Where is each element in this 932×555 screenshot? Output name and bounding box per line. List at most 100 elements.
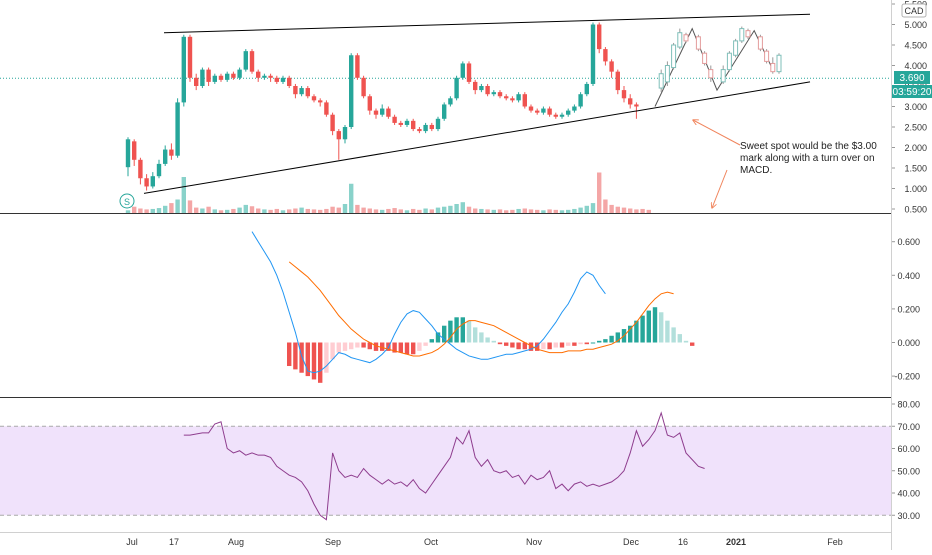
macd-tick-label: 0.600 — [897, 237, 920, 247]
macd-histogram-bar — [597, 340, 602, 343]
volume-bar — [138, 208, 143, 213]
candle-body — [187, 36, 193, 78]
candle-body — [324, 102, 329, 115]
time-tick-label: Feb — [827, 537, 843, 547]
candle-body — [628, 98, 633, 105]
volume-bar — [349, 183, 354, 213]
candle-body — [175, 102, 180, 156]
volume-bar — [516, 208, 521, 213]
candle-body — [553, 114, 558, 117]
macd-histogram-bar — [398, 342, 403, 353]
macd-histogram-bar — [584, 342, 589, 345]
candle-body — [249, 51, 255, 72]
volume-bar — [175, 199, 180, 213]
annotation-note[interactable]: Sweet spot would be the $3.00 mark along … — [693, 120, 877, 208]
rsi-tick-label: 60.00 — [897, 444, 920, 454]
candle-body — [603, 49, 608, 62]
macd-histogram-bar — [504, 342, 509, 346]
macd-histogram-bar — [485, 337, 490, 343]
candle-body — [262, 75, 267, 78]
volume-bar — [181, 177, 186, 213]
macd-histogram-bar — [615, 332, 620, 343]
price-tick-label: 0.500 — [904, 205, 927, 215]
candle-body — [342, 127, 348, 140]
volume-bar — [231, 208, 236, 213]
projection-candle-body — [708, 69, 714, 79]
projection-candle-body — [745, 30, 751, 38]
candle-body — [380, 108, 385, 115]
macd-histogram-bar — [404, 342, 410, 355]
candle-body — [417, 129, 422, 132]
candle-body — [138, 159, 143, 179]
macd-histogram-bar — [342, 342, 348, 351]
candle-body — [547, 108, 552, 115]
time-tick-label: Dec — [623, 537, 640, 547]
volume-bar — [187, 200, 193, 213]
price-tick-label: 5.000 — [904, 20, 927, 30]
projection-candle-body — [671, 44, 677, 69]
candle-body — [386, 108, 391, 117]
macd-histogram-bar — [665, 320, 670, 343]
candle-body — [615, 71, 620, 91]
volume-bar — [386, 208, 391, 213]
volume-bar — [398, 209, 403, 213]
macd-histogram-bar — [336, 342, 341, 353]
volume-bar — [163, 205, 168, 213]
triangle-upper-trendline — [163, 13, 811, 34]
macd-histogram-bar — [324, 342, 329, 373]
candle-body — [535, 110, 540, 113]
candle-body — [156, 163, 162, 177]
signal-line — [288, 261, 674, 357]
trendline-drawings[interactable] — [143, 13, 811, 194]
candle-body — [349, 55, 354, 127]
currency-label: CAD — [904, 6, 924, 16]
dividend-marker[interactable]: S — [119, 193, 135, 209]
macd-histogram-bar — [466, 320, 472, 343]
rsi-tick-label: 40.00 — [897, 489, 920, 499]
macd-histogram-bar — [460, 317, 465, 343]
macd-histogram-bar — [603, 339, 608, 343]
rsi-band-fill — [0, 426, 891, 516]
volume-bar — [615, 206, 620, 213]
price-tick-label: 4.000 — [904, 61, 927, 71]
volume-bar — [417, 209, 422, 213]
macd-histogram-bar — [677, 334, 682, 343]
macd-histogram-bar — [349, 342, 354, 350]
candle-body — [181, 36, 186, 103]
volume-bar — [429, 209, 434, 213]
rsi-line — [183, 411, 705, 521]
price-tick-label: 2.000 — [904, 143, 927, 153]
candle-body — [268, 75, 273, 78]
volume-bar — [293, 208, 298, 213]
macd-histogram-bar — [683, 340, 689, 343]
annotation-line: Sweet spot would be the $3.00 — [740, 141, 877, 152]
volume-bar — [547, 209, 552, 213]
candle-body — [243, 51, 248, 70]
candle-body — [411, 120, 416, 130]
volume-bar — [212, 209, 217, 213]
volume-bar — [504, 210, 509, 213]
volume-bar — [355, 204, 360, 213]
volume-bar — [628, 208, 633, 213]
candle-body — [559, 114, 565, 117]
volume-bar — [287, 209, 292, 213]
projection-candle-body — [776, 54, 782, 73]
macd-histogram-bar — [652, 307, 658, 343]
volume-bar — [553, 209, 558, 213]
volume-bar — [497, 209, 503, 213]
volume-bar — [466, 206, 472, 213]
candle-body — [609, 61, 614, 72]
macd-histogram-bar — [491, 340, 496, 343]
volume-bar — [404, 210, 410, 213]
candle-body — [497, 92, 503, 97]
volume-bar — [485, 209, 490, 213]
currency-badge[interactable]: CAD — [901, 3, 927, 18]
candle-body — [578, 94, 583, 107]
volume-bar — [274, 208, 279, 213]
macd-histogram-bar — [380, 342, 385, 351]
candle-body — [392, 116, 397, 123]
macd-histogram-bar — [367, 342, 372, 350]
candle-body — [485, 86, 490, 95]
candle-body — [473, 81, 478, 91]
